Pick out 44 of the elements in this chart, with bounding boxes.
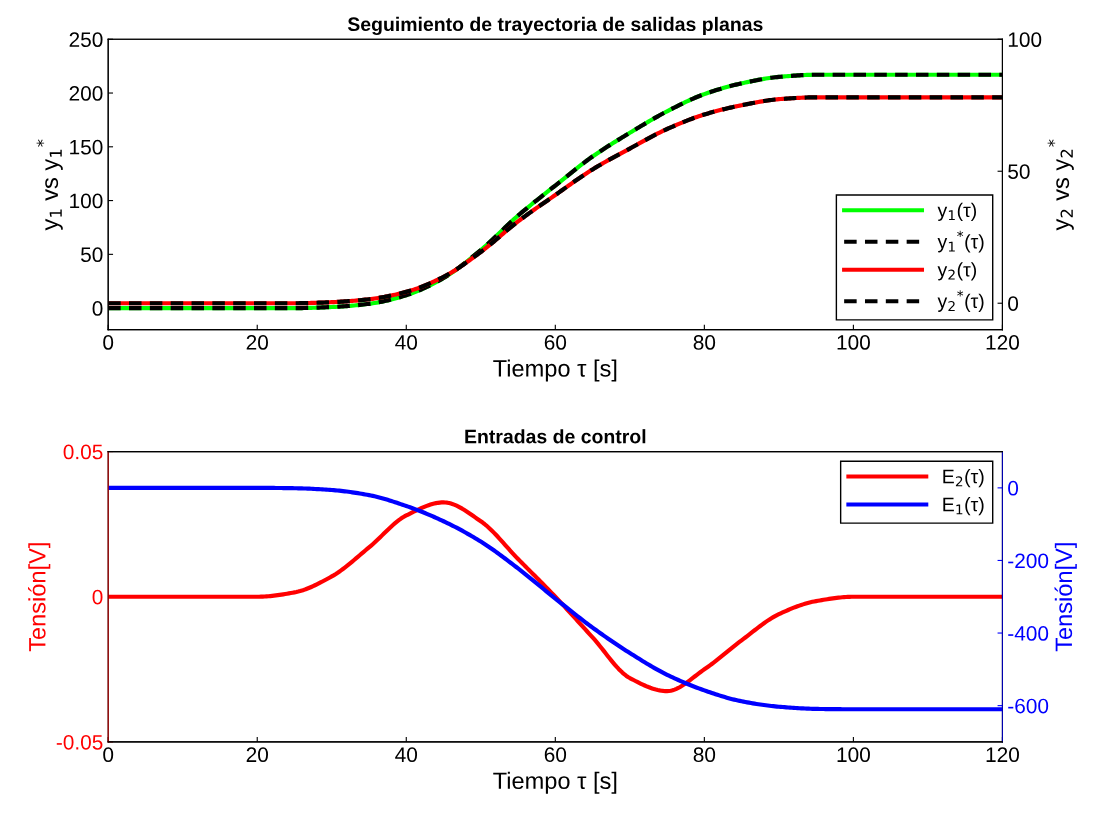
x-tick-label: 120: [986, 747, 1019, 763]
x-tick-label: 120: [986, 335, 1019, 350]
x-tick-label: 20: [246, 747, 268, 763]
x-tick-label: 40: [395, 335, 418, 350]
x-tick-label: 0: [103, 335, 114, 350]
x-tick-label: 80: [693, 747, 716, 763]
y-tick-label: 150: [70, 139, 103, 155]
legend-label: y$_{1}$(τ): [937, 202, 977, 221]
chart-title: Seguimiento de trayectoria de salidas planas: [347, 16, 763, 36]
y-tick-label: 0: [92, 589, 103, 605]
y2-axis-title: y$_{2}$ vs y$_{2}$$^{*}$: [1047, 139, 1074, 231]
y-tick-label: 100: [70, 193, 103, 209]
y-tick-label: 250: [69, 32, 103, 48]
y-tick-label: -0.05: [56, 734, 103, 750]
x-tick-label: 100: [837, 747, 870, 763]
legend-label: E$_{2}$(τ): [943, 469, 984, 488]
y2-tick-label: 0: [1008, 480, 1019, 496]
y2-axis-title: Tensión[V]: [1054, 543, 1077, 652]
chart-title: Entradas de control: [465, 429, 646, 444]
legend-label: y$_{1}$$^{*}$(τ): [937, 230, 984, 253]
legend-label: y$_{2}$(τ): [937, 262, 977, 281]
x-tick-label: 20: [246, 335, 268, 350]
x-tick-label: 80: [693, 335, 716, 350]
legend-label: E$_{1}$(τ): [943, 497, 984, 516]
y2-tick-label: 50: [1008, 164, 1030, 179]
y2-tick-label: -400: [1008, 626, 1049, 641]
x-axis-title: Tiempo τ [s]: [493, 771, 617, 794]
x-tick-label: 0: [103, 747, 114, 763]
x-tick-label: 100: [837, 335, 870, 350]
y-tick-label: 0: [92, 301, 103, 316]
x-tick-label: 60: [544, 335, 567, 350]
legend-label: y$_{2}$$^{*}$(τ): [937, 290, 984, 312]
y2-tick-label: -200: [1008, 553, 1049, 569]
y2-tick-label: -600: [1008, 698, 1049, 714]
y-axis-title: Tensión[V]: [28, 543, 51, 652]
x-axis-title: Tiempo τ [s]: [493, 359, 617, 382]
y-tick-label: 50: [80, 247, 103, 263]
y-tick-label: 200: [69, 86, 103, 101]
x-tick-label: 40: [395, 747, 418, 763]
y-axis-title: y$_{1}$ vs y$_{1}$$^{*}$: [36, 139, 63, 231]
y-tick-label: 0.05: [63, 444, 103, 460]
y2-tick-label: 100: [1008, 32, 1042, 48]
y2-tick-label: 0: [1008, 296, 1019, 311]
x-tick-label: 60: [544, 747, 567, 763]
